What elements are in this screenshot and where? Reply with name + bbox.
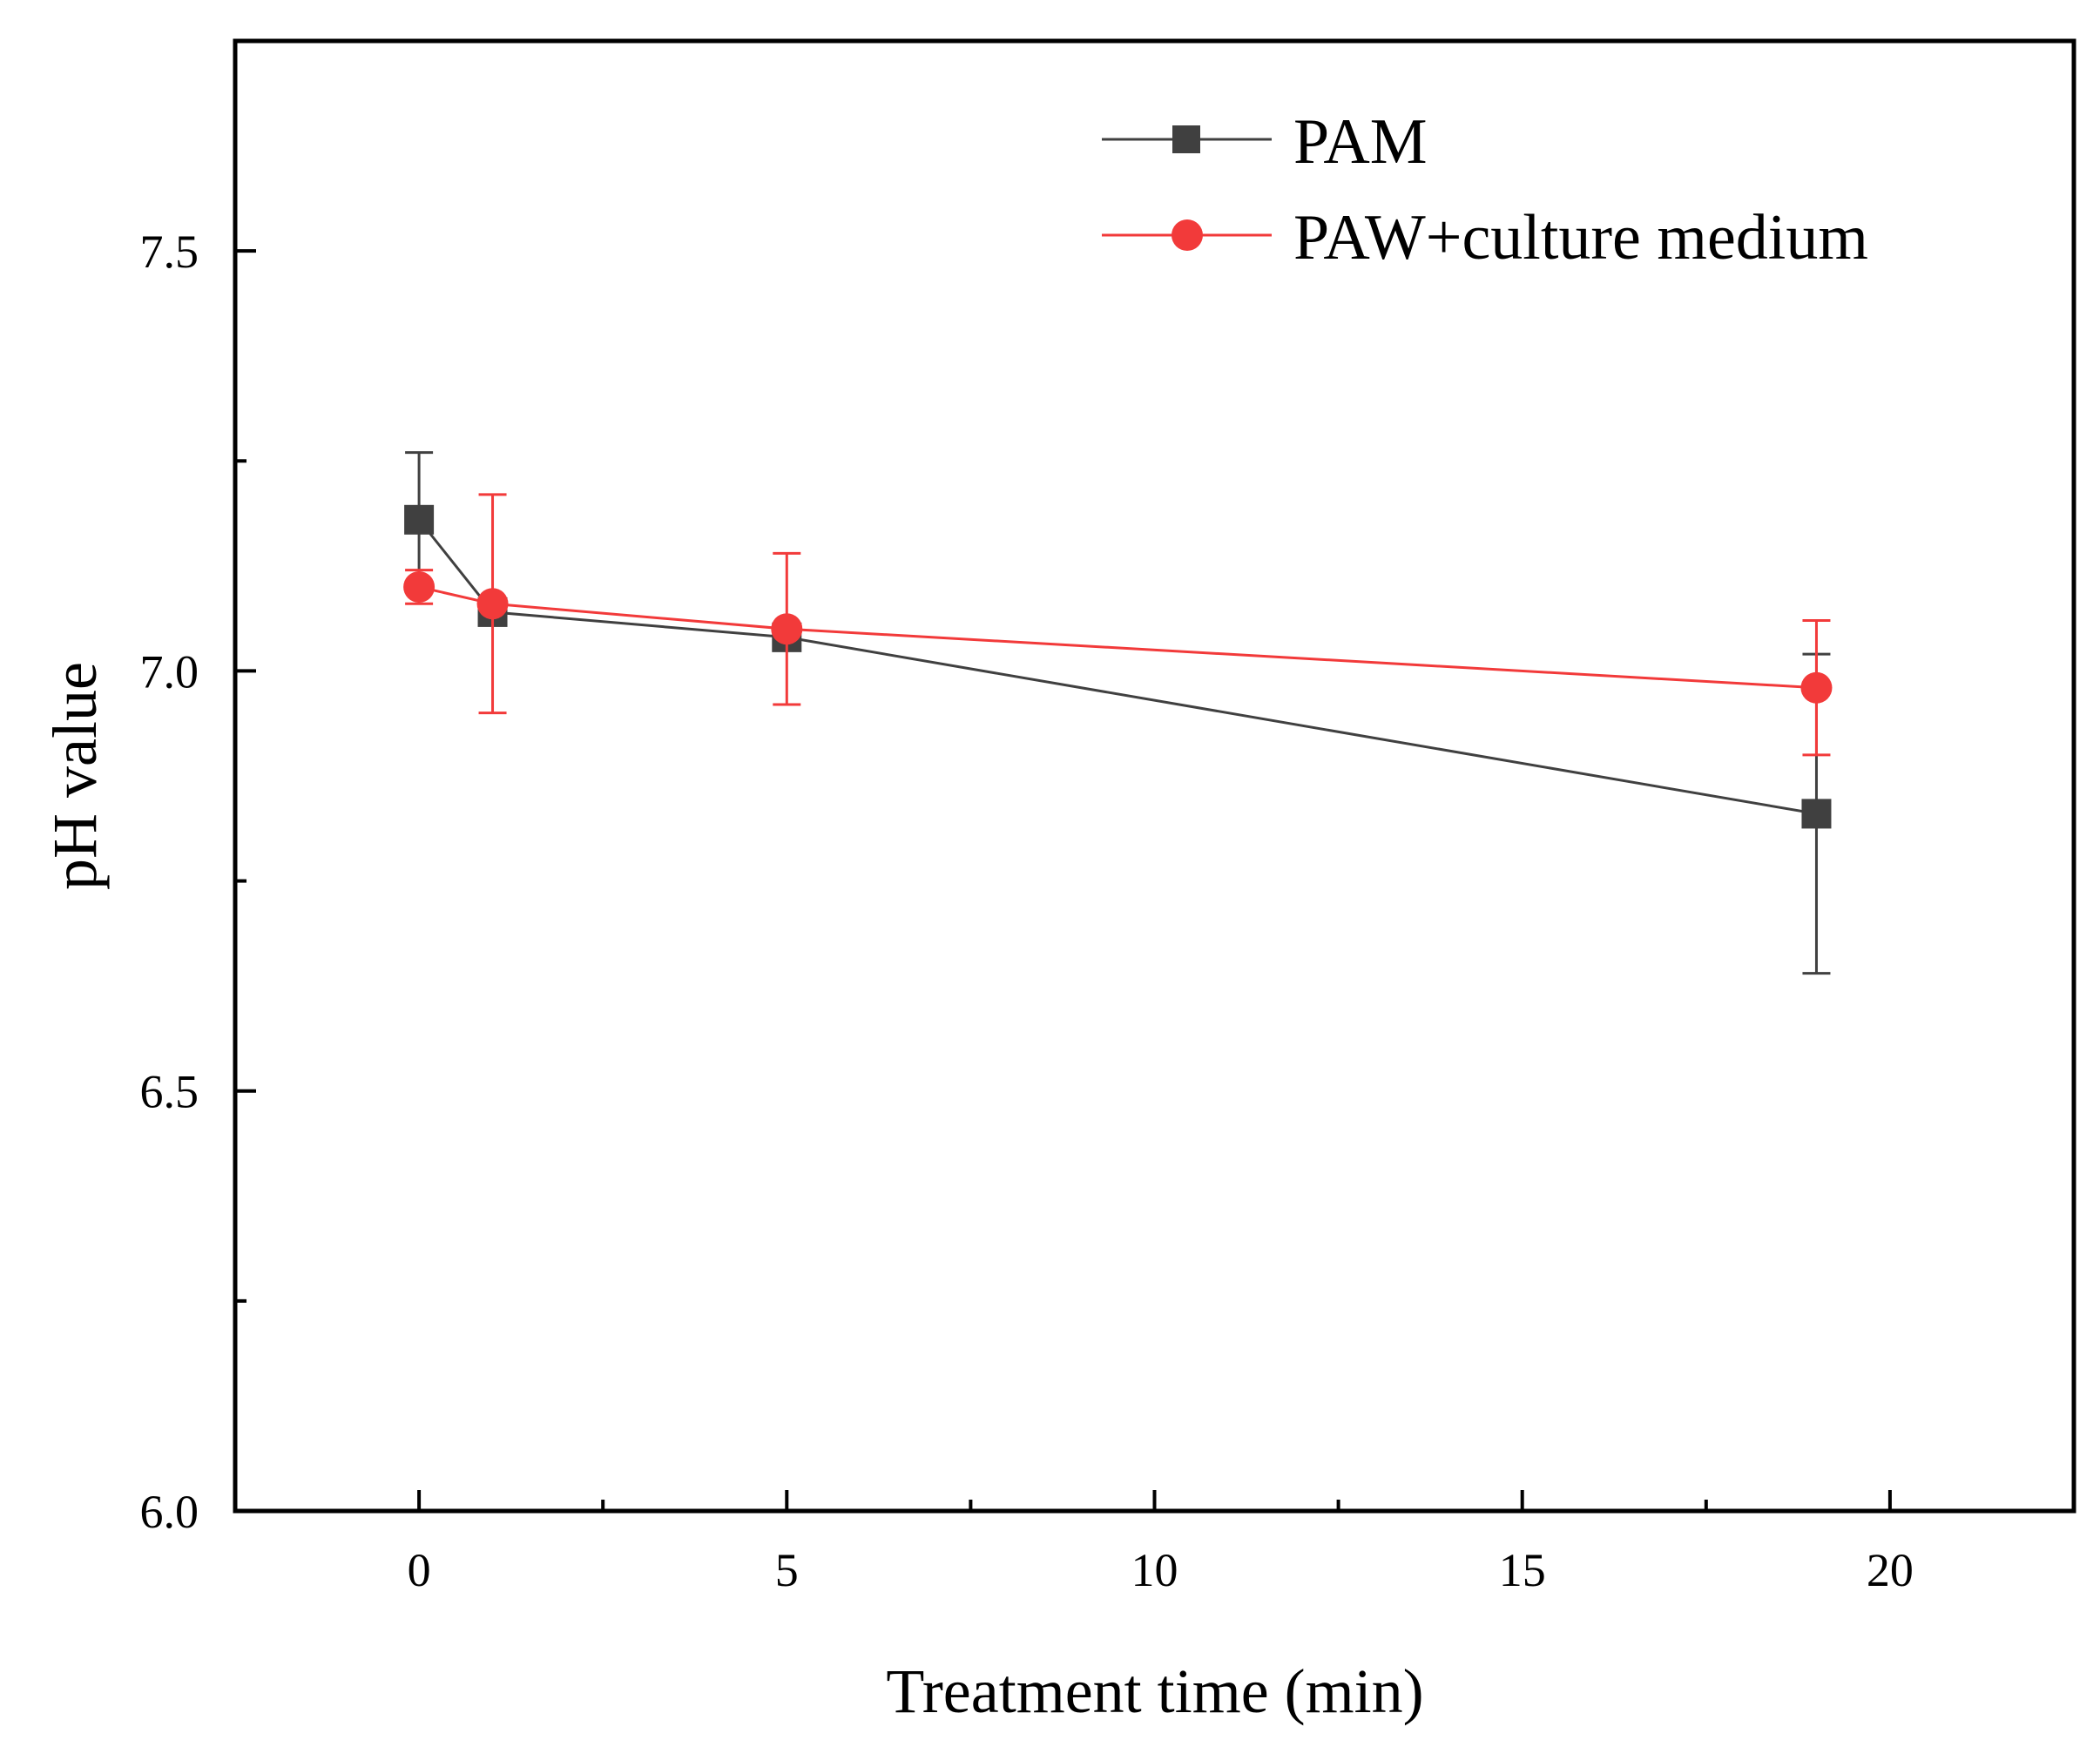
data-point-pam	[1801, 799, 1832, 829]
x-tick-label: 0	[408, 1544, 431, 1596]
y-tick-label: 7.0	[140, 645, 199, 698]
x-tick-label: 20	[1867, 1544, 1914, 1596]
y-axis-title: pH value	[40, 662, 110, 890]
legend-marker-paw	[1172, 219, 1203, 251]
x-tick-label: 15	[1499, 1544, 1546, 1596]
series-pam	[404, 451, 1832, 975]
data-point-pam	[404, 504, 435, 535]
legend-marker-pam	[1172, 125, 1200, 153]
axes-ticks: 0 5 10 15 20 6.0 6.5 7.0 7.5	[140, 226, 1914, 1596]
data-point-paw	[403, 570, 436, 603]
series-paw	[403, 493, 1833, 757]
data-point-paw	[1800, 671, 1833, 704]
series-group	[403, 451, 1833, 975]
data-point-paw	[476, 588, 509, 620]
y-tick-label: 7.5	[140, 226, 199, 278]
series-line-pam	[417, 518, 1817, 815]
y-tick-label: 6.0	[140, 1486, 199, 1538]
x-tick-label: 5	[775, 1544, 799, 1596]
legend-label-pam: PAM	[1293, 106, 1428, 178]
series-line-paw	[418, 585, 1817, 690]
y-tick-label: 6.5	[140, 1066, 199, 1118]
x-axis-title: Treatment time (min)	[886, 1656, 1423, 1726]
x-tick-label: 10	[1131, 1544, 1178, 1596]
legend: PAM PAW+culture medium	[1102, 106, 1868, 273]
data-point-paw	[771, 613, 803, 645]
legend-label-paw: PAW+culture medium	[1293, 202, 1868, 273]
